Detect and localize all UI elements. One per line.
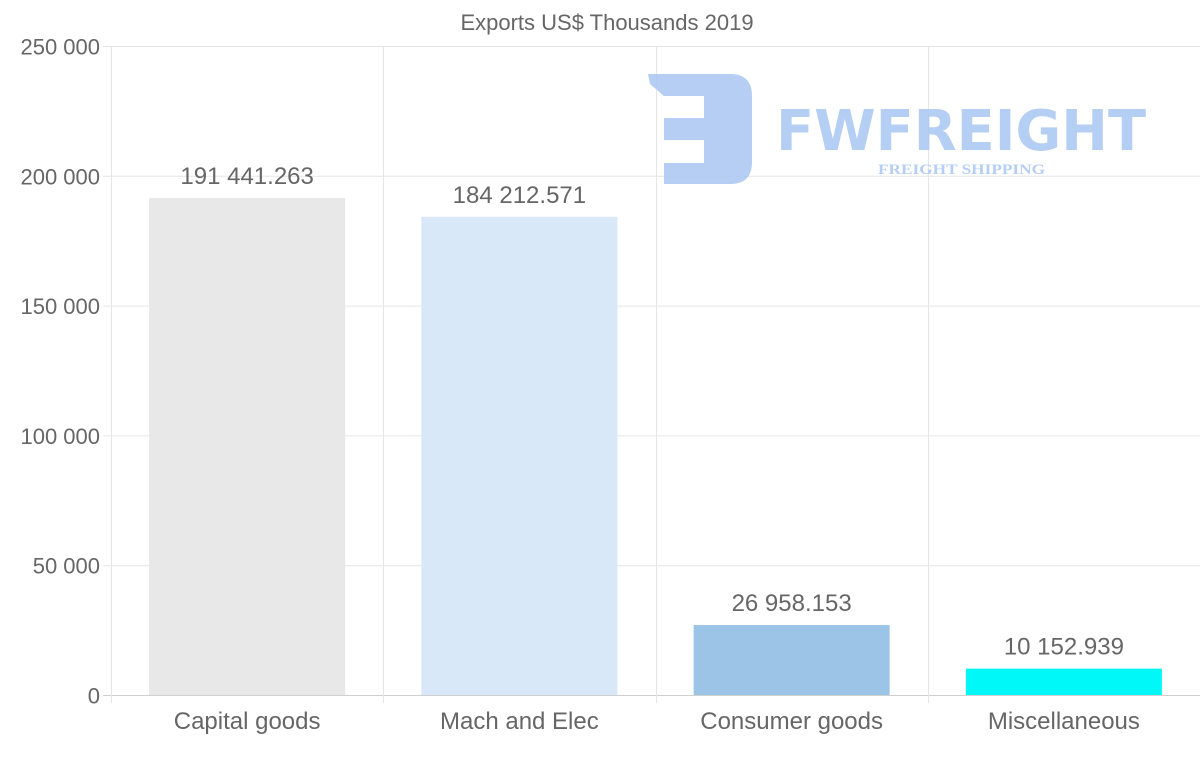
- watermark-brand: FWFREIGHT: [776, 99, 1146, 164]
- data-label: 26 958.153: [732, 590, 852, 617]
- data-label: 10 152.939: [1004, 634, 1124, 661]
- y-tick-label: 50 000: [33, 554, 100, 579]
- x-tick-label: Miscellaneous: [988, 708, 1140, 735]
- bar-mach-and-elec: [421, 216, 618, 695]
- bar-miscellaneous: [965, 668, 1162, 695]
- y-tick-label: 200 000: [20, 164, 100, 189]
- x-tick-label: Consumer goods: [700, 708, 883, 735]
- x-tick-label: Mach and Elec: [440, 708, 599, 735]
- watermark-tagline: FREIGHT SHIPPING: [878, 162, 1045, 178]
- labels: 0 50 000 100 000 150 000 200 000 250 000 191 4…: [20, 35, 1139, 736]
- y-tick-label: 100 000: [20, 424, 100, 449]
- bars: [149, 198, 1162, 695]
- chart-title: Exports US$ Thousands 2019: [460, 10, 753, 35]
- x-tick-label: Capital goods: [174, 708, 321, 735]
- fwfreight-watermark-logo: FWFREIGHT FREIGHT SHIPPING: [648, 74, 1146, 184]
- bar-consumer-goods: [693, 625, 890, 695]
- y-tick-label: 250 000: [20, 35, 100, 60]
- bar-capital-goods: [149, 198, 346, 695]
- data-label: 191 441.263: [180, 163, 313, 190]
- y-tick-label: 150 000: [20, 294, 100, 319]
- data-label: 184 212.571: [453, 182, 586, 209]
- logo-mark-icon: [648, 74, 752, 184]
- y-tick-label: 0: [88, 684, 100, 709]
